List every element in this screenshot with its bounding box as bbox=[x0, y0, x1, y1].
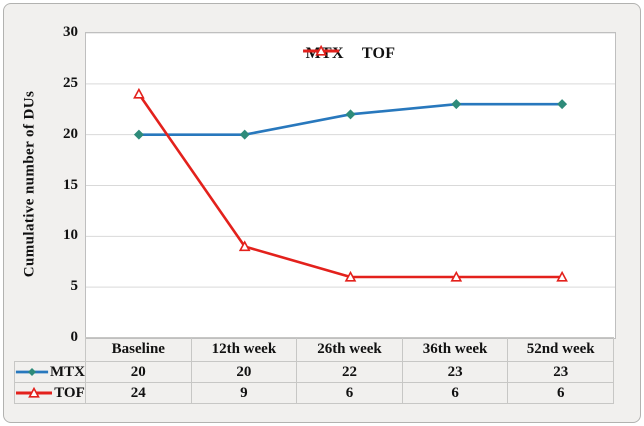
x-category-label: 52nd week bbox=[507, 337, 614, 362]
chart-data-table: Baseline 12th week 26th week 36th week 52nd … bbox=[14, 337, 614, 404]
x-category-label: 26th week bbox=[296, 337, 403, 362]
diamond-marker bbox=[345, 109, 356, 120]
y-tick-label: 0 bbox=[70, 329, 79, 345]
table-corner-blank bbox=[15, 338, 86, 362]
table-row-tof: TOF 24 9 6 6 6 bbox=[14, 382, 614, 404]
y-tick-label: 10 bbox=[63, 227, 78, 244]
series-name: TOF bbox=[54, 384, 85, 401]
series-name: MTX bbox=[50, 363, 85, 380]
table-value: 9 bbox=[190, 382, 298, 404]
x-category-label: Baseline bbox=[85, 337, 192, 362]
triangle-marker bbox=[28, 387, 41, 398]
table-value: 20 bbox=[190, 361, 298, 383]
y-tick-label: 25 bbox=[63, 74, 78, 91]
diamond-marker bbox=[133, 129, 144, 140]
plot-area: MTXTOF bbox=[85, 32, 616, 339]
table-value: 22 bbox=[296, 361, 403, 383]
diamond-marker bbox=[239, 129, 250, 140]
triangle-marker bbox=[450, 270, 463, 282]
table-value: 23 bbox=[401, 361, 509, 383]
legend-item-tof: TOF bbox=[302, 45, 396, 63]
y-tick-label: 30 bbox=[63, 24, 78, 40]
triangle-marker bbox=[238, 240, 251, 252]
triangle-marker bbox=[344, 270, 357, 282]
x-category-label: 36th week bbox=[401, 337, 509, 362]
table-value: 6 bbox=[401, 382, 509, 404]
triangle-marker bbox=[556, 270, 568, 282]
legend-label: TOF bbox=[361, 45, 396, 62]
diamond-marker bbox=[557, 99, 568, 110]
series-line-mtx bbox=[138, 102, 563, 136]
series-key-tof: TOF bbox=[14, 382, 86, 404]
legend-key-mtx-icon bbox=[15, 367, 49, 377]
diamond-marker bbox=[27, 367, 37, 377]
y-tick-label: 15 bbox=[63, 176, 78, 193]
table-value: 24 bbox=[85, 382, 192, 404]
series-key-mtx: MTX bbox=[14, 361, 86, 383]
data-table: Baseline 12th week 26th week 36th week 52nd … bbox=[14, 337, 614, 404]
table-value: 23 bbox=[507, 361, 614, 383]
table-value: 6 bbox=[507, 382, 614, 404]
legend-key-tof-icon bbox=[302, 45, 339, 56]
chart-canvas bbox=[86, 33, 615, 288]
triangle-marker bbox=[133, 87, 145, 99]
y-tick-label: 20 bbox=[63, 125, 78, 142]
table-row-mtx: MTX 20 20 22 23 23 bbox=[14, 361, 614, 383]
chart-legend: MTXTOF bbox=[301, 45, 400, 63]
y-tick-label: 5 bbox=[70, 278, 79, 295]
table-header-row: Baseline 12th week 26th week 36th week 52nd … bbox=[15, 337, 614, 362]
legend-key-tof-icon bbox=[16, 387, 53, 398]
table-value: 6 bbox=[296, 382, 403, 404]
x-category-label: 12th week bbox=[190, 337, 298, 362]
diamond-marker bbox=[451, 99, 462, 110]
table-value: 20 bbox=[85, 361, 192, 383]
triangle-marker bbox=[314, 45, 327, 56]
